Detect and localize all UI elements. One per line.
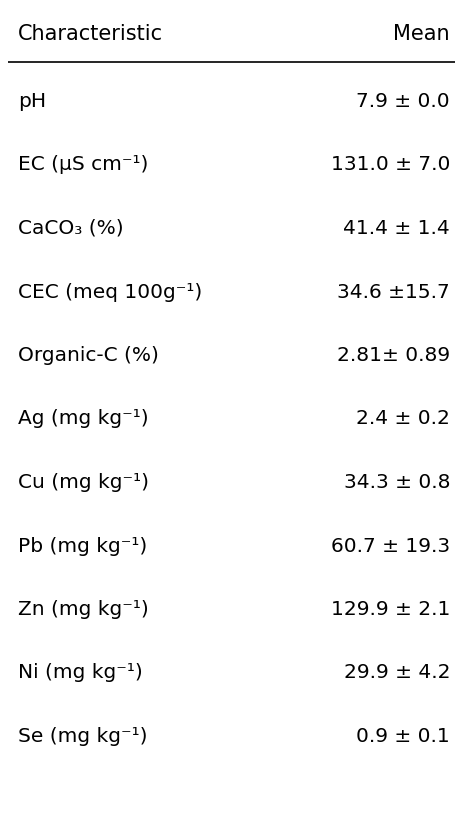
Text: Organic-C (%): Organic-C (%) [18,346,159,365]
Text: 60.7 ± 19.3: 60.7 ± 19.3 [331,536,450,555]
Text: 34.3 ± 0.8: 34.3 ± 0.8 [344,473,450,492]
Text: 34.6 ±15.7: 34.6 ±15.7 [337,283,450,302]
Text: Ni (mg kg⁻¹): Ni (mg kg⁻¹) [18,664,143,682]
Text: 2.4 ± 0.2: 2.4 ± 0.2 [356,409,450,429]
Text: 2.81± 0.89: 2.81± 0.89 [337,346,450,365]
Text: Ag (mg kg⁻¹): Ag (mg kg⁻¹) [18,409,149,429]
Text: Se (mg kg⁻¹): Se (mg kg⁻¹) [18,727,147,746]
Text: Pb (mg kg⁻¹): Pb (mg kg⁻¹) [18,536,147,555]
Text: 131.0 ± 7.0: 131.0 ± 7.0 [330,155,450,174]
Text: CEC (meq 100g⁻¹): CEC (meq 100g⁻¹) [18,283,202,302]
Text: 129.9 ± 2.1: 129.9 ± 2.1 [330,600,450,619]
Text: 29.9 ± 4.2: 29.9 ± 4.2 [344,664,450,682]
Text: pH: pH [18,92,46,111]
Text: Cu (mg kg⁻¹): Cu (mg kg⁻¹) [18,473,149,492]
Text: 41.4 ± 1.4: 41.4 ± 1.4 [343,219,450,238]
Text: Characteristic: Characteristic [18,24,163,44]
Text: CaCO₃ (%): CaCO₃ (%) [18,219,124,238]
Text: EC (μS cm⁻¹): EC (μS cm⁻¹) [18,155,148,174]
Text: 7.9 ± 0.0: 7.9 ± 0.0 [356,92,450,111]
Text: Mean: Mean [394,24,450,44]
Text: 0.9 ± 0.1: 0.9 ± 0.1 [356,727,450,746]
Text: Zn (mg kg⁻¹): Zn (mg kg⁻¹) [18,600,149,619]
